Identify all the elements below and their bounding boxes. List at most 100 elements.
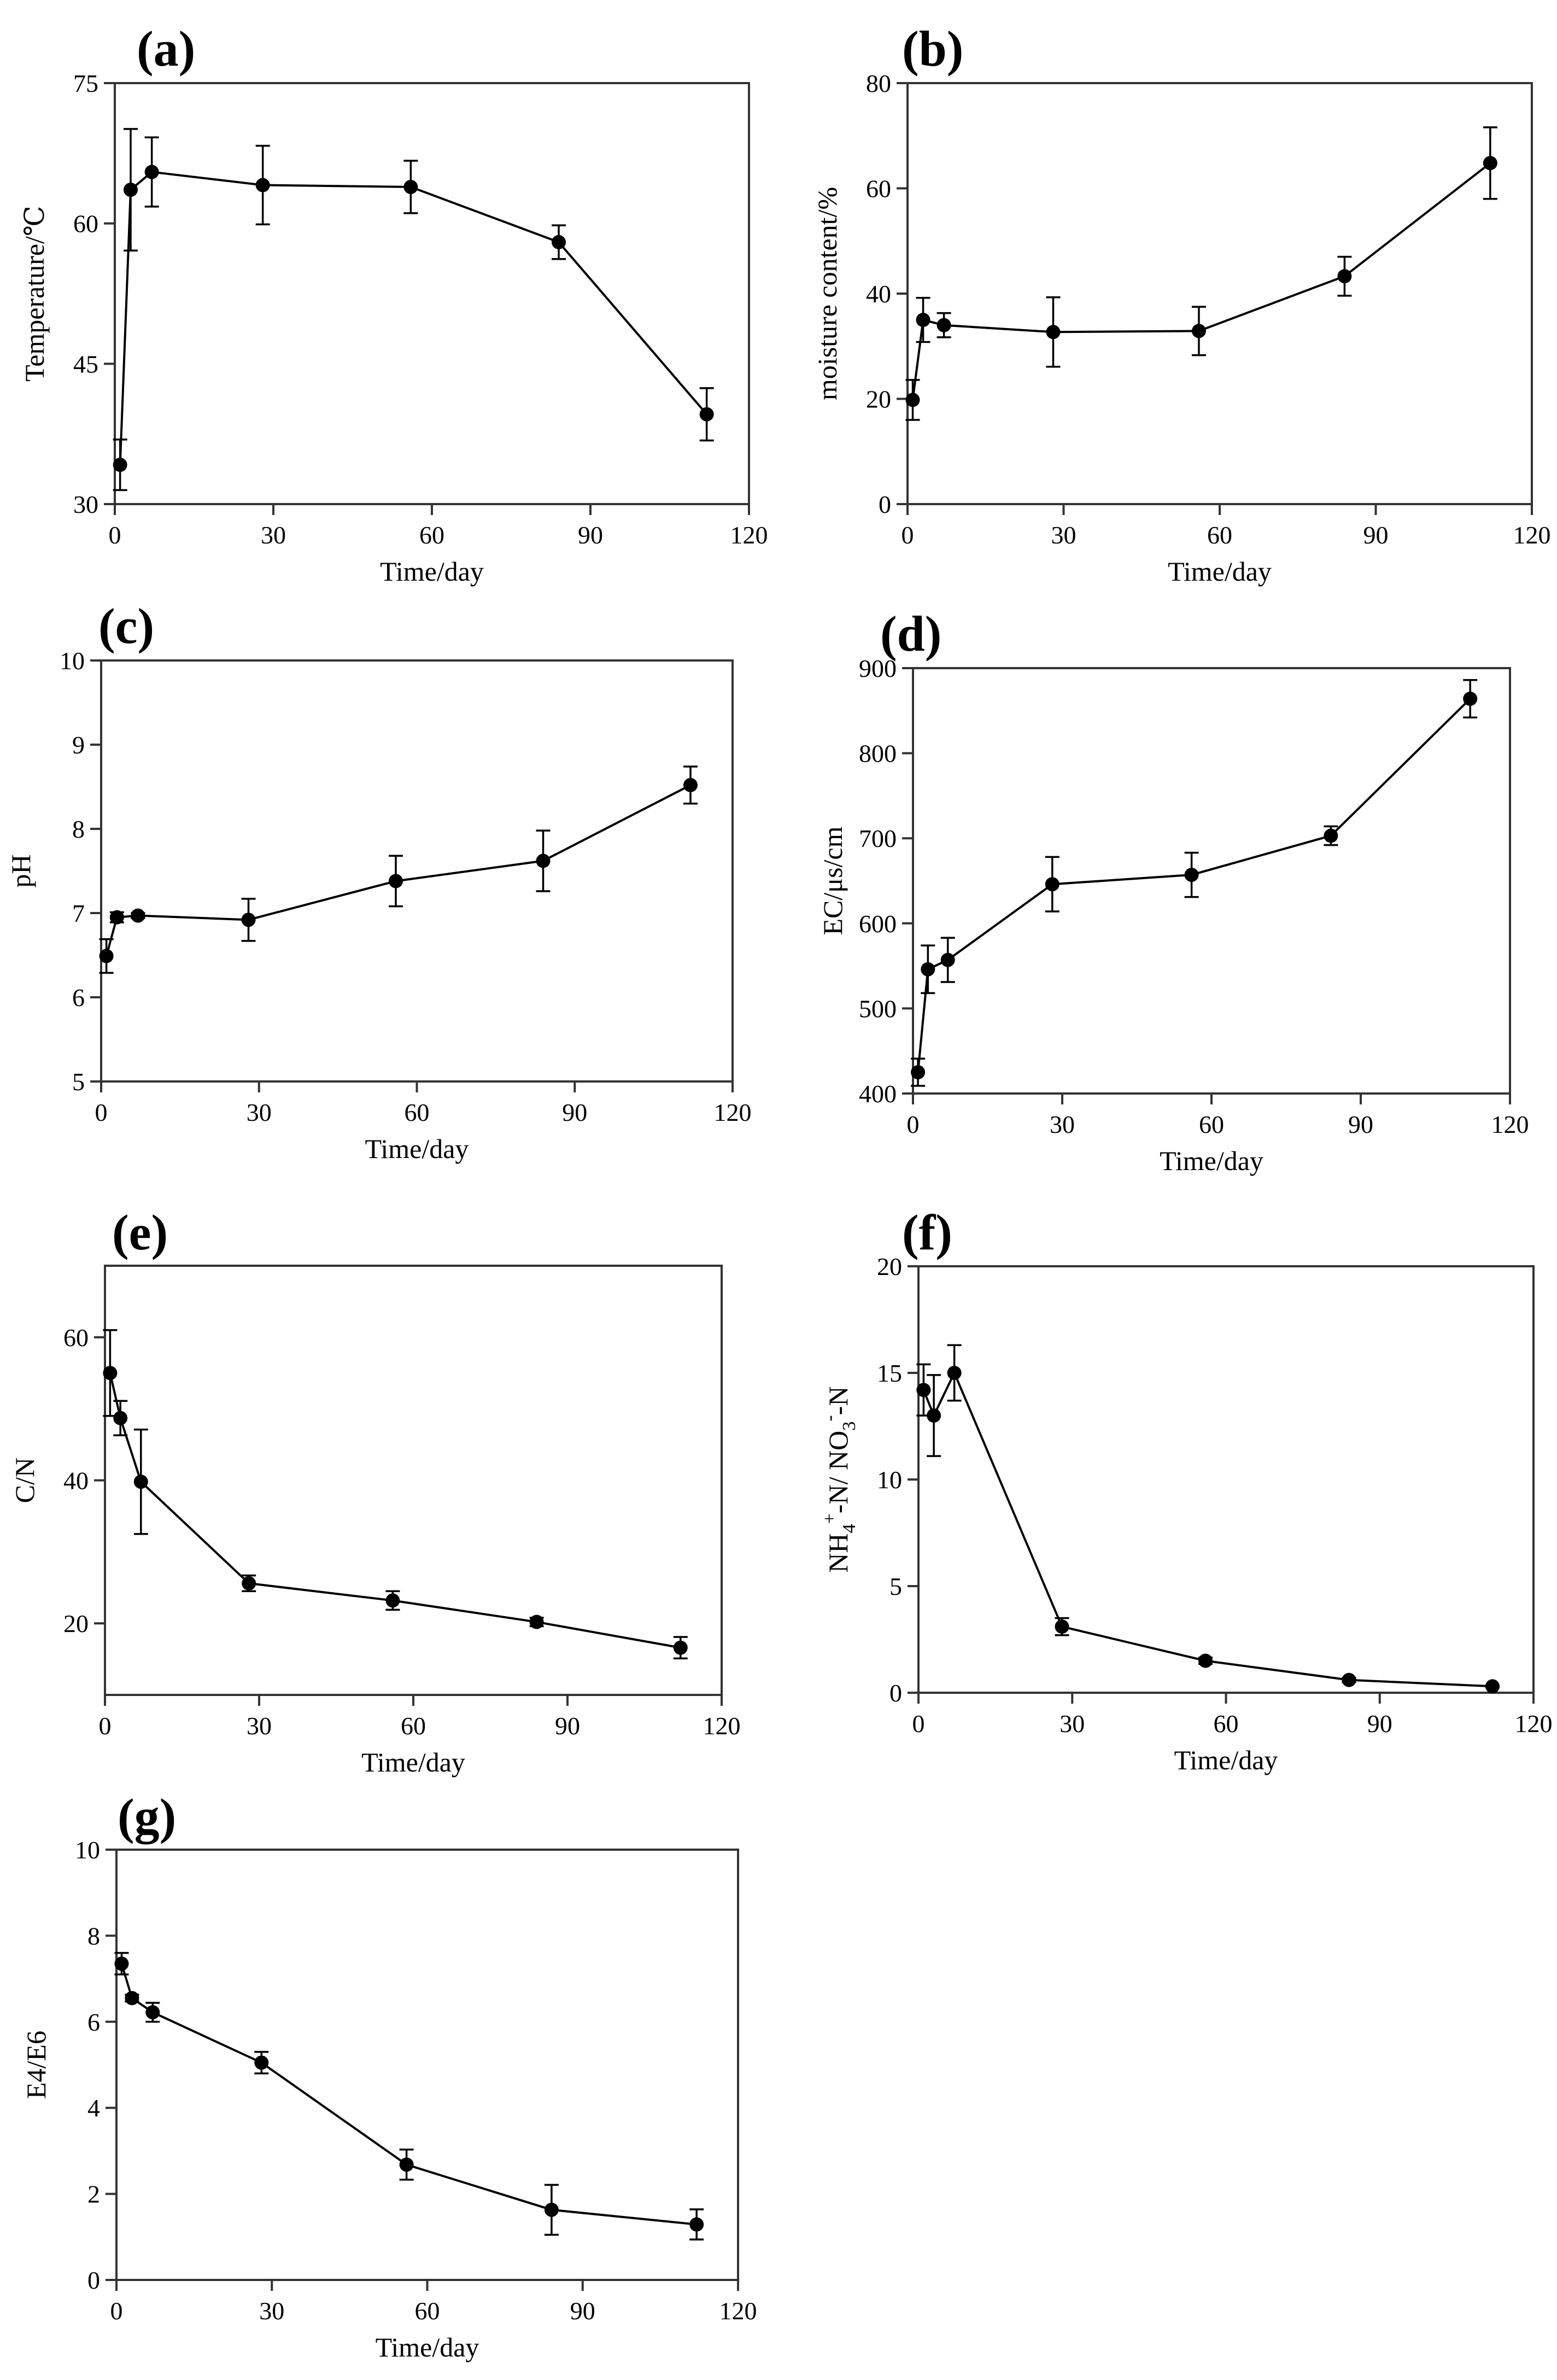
y-tick-label-b: 80	[866, 69, 891, 97]
y-tick-label-a: 45	[73, 350, 98, 378]
y-tick-label-c: 7	[72, 899, 85, 927]
y-axis-title-part-sub1: 4	[839, 1524, 859, 1533]
data-point-f	[1485, 1679, 1500, 1694]
x-tick-label-b: 60	[1207, 521, 1232, 549]
data-point-g	[689, 2217, 704, 2232]
y-axis-title-part-sup2: -	[820, 1415, 840, 1421]
x-tick-label-b: 0	[902, 521, 914, 549]
chart-panel-b: (b) 0 30 60 90 120 0 20 40 60 80 Time/day moisture c…	[812, 21, 1551, 587]
x-tick-label-e: 60	[401, 1712, 426, 1740]
data-point-e	[242, 1576, 256, 1590]
x-axis-title-c: Time/day	[365, 1133, 469, 1164]
data-point-e	[133, 1475, 148, 1489]
x-axis-title-d: Time/day	[1160, 1145, 1263, 1176]
y-tick-label-e: 20	[63, 1610, 89, 1638]
y-axis-title-part-main: NH	[823, 1533, 853, 1572]
y-tick-label-b: 0	[879, 490, 891, 518]
y-tick-label-d: 500	[859, 995, 897, 1022]
y-tick-label-c: 6	[72, 984, 85, 1011]
data-point-a	[699, 407, 714, 422]
panel-label-f: (f)	[902, 1204, 952, 1260]
y-axis-title-d: EC/μs/cm	[817, 826, 848, 935]
x-tick-label-c: 90	[562, 1098, 587, 1126]
chart-panel-d: (d) 0 30 60 90 120 400 500 600 700 800 900 Time/day E…	[817, 606, 1529, 1176]
x-tick-label-c: 0	[95, 1098, 108, 1126]
x-tick-label-e: 0	[99, 1712, 112, 1740]
x-tick-label-a: 30	[261, 521, 286, 549]
data-point-e	[385, 1593, 400, 1608]
x-tick-label-c: 60	[405, 1098, 430, 1126]
y-axis-title-a: Temperature/℃	[19, 206, 50, 382]
data-point-c	[109, 910, 124, 925]
x-tick-label-a: 0	[109, 521, 121, 549]
data-point-e	[103, 1366, 118, 1381]
x-tick-label-f: 0	[912, 1710, 925, 1738]
series-line-a	[119, 171, 708, 465]
y-tick-label-c: 5	[72, 1068, 85, 1096]
data-point-b	[1483, 156, 1497, 171]
data-point-f	[1198, 1653, 1213, 1668]
panel-label-e: (e)	[112, 1204, 168, 1260]
x-tick-label-e: 120	[703, 1712, 741, 1740]
panel-label-g: (g)	[118, 1788, 176, 1844]
x-tick-label-g: 30	[259, 2297, 284, 2325]
x-tick-label-d: 30	[1050, 1110, 1075, 1138]
y-tick-label-d: 400	[859, 1080, 897, 1108]
y-axis-title-part-sup1: +	[820, 1513, 840, 1524]
y-tick-label-e: 40	[63, 1467, 89, 1495]
data-point-d	[1324, 828, 1338, 843]
y-tick-label-g: 8	[87, 1922, 100, 1950]
x-tick-label-e: 90	[555, 1712, 580, 1740]
x-tick-label-g: 60	[415, 2297, 440, 2325]
y-tick-label-f: 15	[877, 1359, 902, 1387]
x-tick-label-f: 90	[1367, 1710, 1392, 1738]
plot-frame-a	[114, 82, 750, 505]
data-point-a	[124, 183, 138, 197]
x-tick-label-b: 120	[1513, 521, 1551, 549]
data-point-f	[916, 1383, 931, 1397]
y-tick-label-f: 0	[889, 1679, 902, 1707]
x-tick-label-c: 120	[714, 1098, 752, 1126]
series-line-c	[105, 784, 691, 957]
data-point-f	[1342, 1673, 1356, 1687]
data-point-c	[131, 908, 145, 923]
plot-frame-f	[917, 1265, 1535, 1694]
x-tick-label-b: 90	[1363, 521, 1389, 549]
data-point-g	[145, 2005, 160, 2020]
x-tick-label-d: 0	[907, 1110, 920, 1138]
chart-panel-e: (e) 0 30 60 90 120 20 40 60 Time/day C/N	[9, 1204, 741, 1777]
chart-panel-f: (f) 0 30 60 90 120 0 5 10 15 20 Time/day NH4+-N/ NO3…	[820, 1204, 1553, 1775]
plot-frame-g	[115, 1849, 739, 2281]
y-tick-label-g: 6	[87, 2008, 100, 2036]
data-point-e	[673, 1640, 688, 1655]
data-point-f	[1055, 1619, 1069, 1634]
plot-frame-d	[912, 667, 1511, 1095]
data-point-d	[1184, 868, 1199, 882]
y-axis-title-g: E4/E6	[21, 2031, 51, 2099]
y-axis-title-part-end: -N	[823, 1387, 853, 1416]
data-point-a	[144, 165, 159, 179]
panel-label-d: (d)	[880, 606, 941, 662]
x-tick-label-a: 120	[730, 521, 768, 549]
y-axis-title-f: NH4+-N/ NO3--N	[820, 1387, 859, 1573]
x-tick-label-a: 60	[419, 521, 444, 549]
x-axis-title-b: Time/day	[1168, 556, 1272, 587]
x-tick-label-g: 90	[570, 2297, 595, 2325]
series-line-f	[922, 1370, 1493, 1688]
x-tick-label-a: 90	[578, 521, 603, 549]
y-axis-title-part-sub2: 3	[839, 1422, 859, 1431]
data-point-a	[255, 178, 270, 192]
data-point-e	[529, 1615, 544, 1629]
y-tick-label-d: 800	[859, 740, 897, 768]
data-point-d	[911, 1065, 926, 1080]
data-point-d	[921, 962, 935, 976]
data-point-g	[399, 2157, 414, 2172]
chart-panel-g: (g) 0 30 60 90 120 0 2 4 6 8 10 Time/day E4/E6	[21, 1788, 757, 2363]
data-point-f	[947, 1366, 962, 1380]
data-point-b	[1046, 325, 1061, 340]
y-tick-label-g: 4	[87, 2094, 100, 2122]
data-point-c	[536, 853, 551, 868]
y-tick-label-f: 20	[877, 1253, 902, 1280]
y-tick-label-g: 0	[87, 2266, 100, 2294]
y-tick-label-c: 8	[72, 815, 85, 843]
